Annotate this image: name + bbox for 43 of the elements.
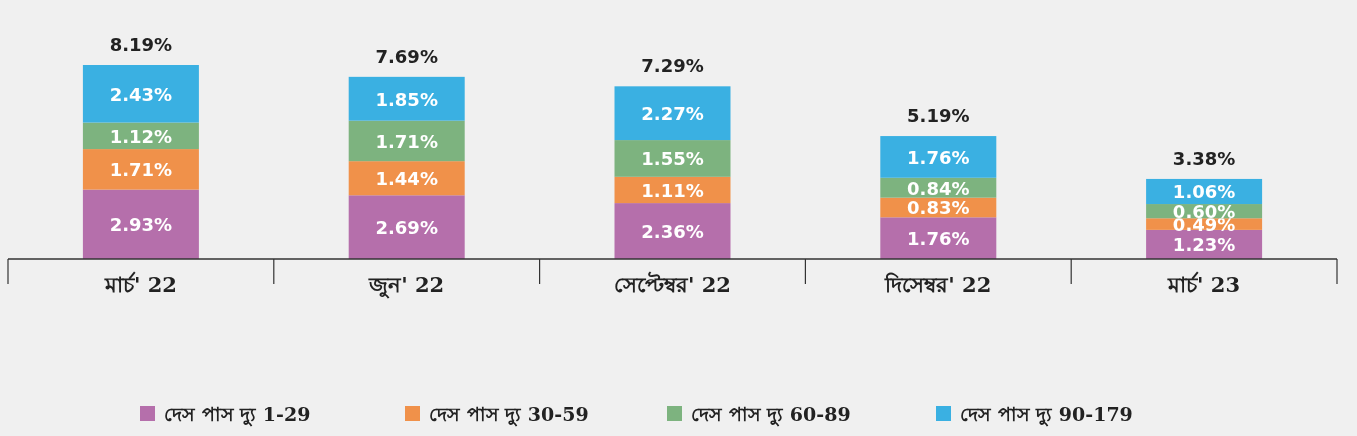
data-label: 1.71% <box>109 159 173 181</box>
data-label: 2.43% <box>109 83 173 105</box>
x-tick-label: দিসেম্বর' 22 <box>884 272 992 297</box>
bar <box>614 86 731 141</box>
bar <box>880 136 997 178</box>
data-label: 1.12% <box>109 125 173 147</box>
data-label: 2.93% <box>109 214 173 236</box>
bar <box>82 65 199 123</box>
data-label: 2.69% <box>375 217 438 239</box>
data-label: 0.84% <box>907 177 970 199</box>
bar <box>348 120 465 162</box>
data-label: 1.85% <box>375 88 438 110</box>
data-label: 1.71% <box>375 130 438 152</box>
total-label: 8.19% <box>109 34 173 55</box>
x-tick-label: সেপ্টেম্বর' 22 <box>614 271 731 297</box>
legend-label: দেস পাস দ্যু 1-29 <box>164 403 311 427</box>
bar <box>348 76 465 121</box>
bar <box>880 217 997 259</box>
x-tick-label: জুন' 22 <box>368 272 445 299</box>
data-label: 1.06% <box>1172 181 1236 203</box>
data-label: 1.76% <box>907 146 970 168</box>
legend-label: দেস পাস দ্যু 60-89 <box>691 403 851 427</box>
data-label: 1.76% <box>907 228 970 250</box>
x-tick-label: মার্চ' 23 <box>1167 271 1241 297</box>
bar <box>348 195 465 259</box>
data-label: 1.11% <box>641 179 704 201</box>
data-label: 1.55% <box>641 148 704 170</box>
legend-label: দেস পাস দ্যু 90-179 <box>960 403 1133 427</box>
total-label: 7.69% <box>375 45 438 67</box>
data-label: 2.36% <box>641 221 704 243</box>
total-label: 5.19% <box>907 105 970 127</box>
bar <box>614 140 731 177</box>
bar <box>82 149 199 190</box>
data-label: 1.44% <box>375 168 438 190</box>
data-label: 0.83% <box>907 197 970 219</box>
data-label: 2.27% <box>641 103 704 125</box>
x-tick-label: মার্চ' 22 <box>103 271 177 297</box>
bar <box>614 203 731 259</box>
data-label: 1.23% <box>1172 234 1236 256</box>
total-label: 3.38% <box>1172 147 1236 169</box>
legend-label: দেস পাস দ্যু 30-59 <box>429 403 589 427</box>
bar <box>82 189 199 259</box>
total-label: 7.29% <box>641 55 704 77</box>
